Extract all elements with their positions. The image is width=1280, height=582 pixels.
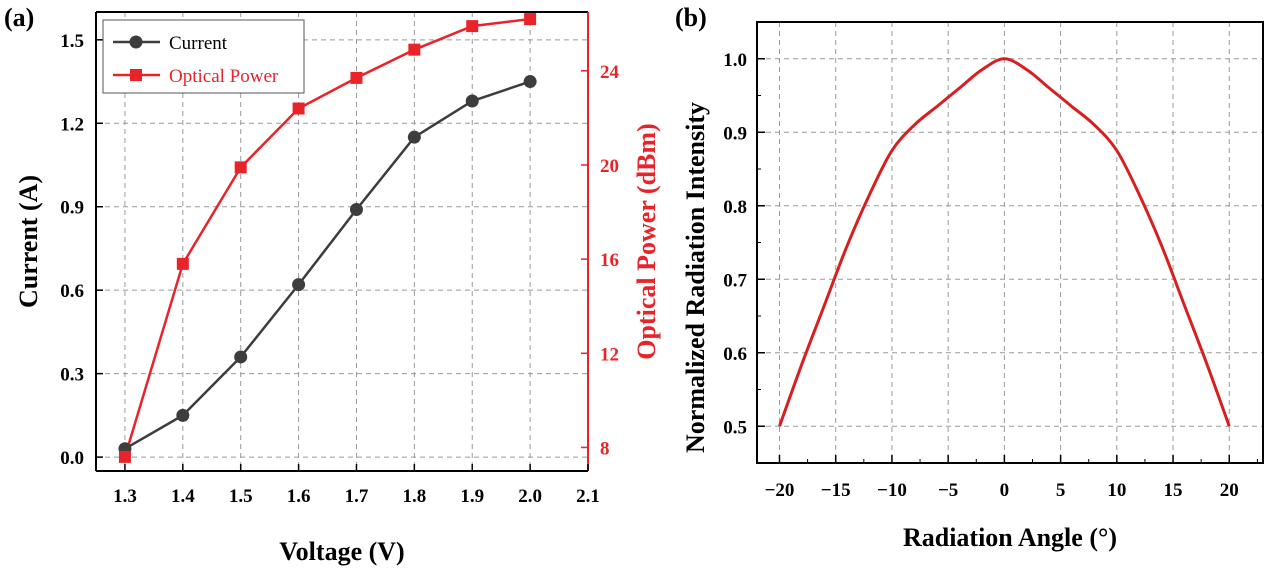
data-point-optical-power <box>350 71 363 84</box>
x-tick-label: 1.9 <box>460 486 484 507</box>
legend-marker-optical-power <box>130 69 142 81</box>
x-tick-label: 1.6 <box>287 486 311 507</box>
y-tick-label: 0.8 <box>723 197 747 218</box>
x-tick-label: 1.7 <box>345 486 369 507</box>
data-point-current <box>465 94 479 108</box>
series-line-radiation-intensity <box>778 57 1231 427</box>
y-tick-label: 0.3 <box>60 365 84 386</box>
y2-tick-label: 16 <box>600 250 619 271</box>
y-axis-title: Normalized Radiation Intensity <box>681 102 710 453</box>
data-point-current <box>407 130 421 144</box>
x-tick-label: 1.8 <box>402 486 426 507</box>
x-tick-label: 2.1 <box>576 486 600 507</box>
data-point-optical-power <box>234 161 247 174</box>
x-axis-title: Voltage (V) <box>279 537 404 566</box>
x-tick-label: 0 <box>1000 480 1010 501</box>
y-tick-label: 1.5 <box>60 31 84 52</box>
x-tick-label: 10 <box>1107 480 1126 501</box>
y2-tick-label: 20 <box>600 156 619 177</box>
y-tick-label: 0.6 <box>723 344 747 365</box>
data-point-optical-power <box>176 257 189 270</box>
x-tick-label: 5 <box>1056 480 1066 501</box>
y2-tick-label: 24 <box>600 62 620 83</box>
data-point-current <box>234 350 248 364</box>
x-axis-title: Radiation Angle (°) <box>903 523 1117 552</box>
y-tick-label: 0.0 <box>60 448 84 469</box>
y-tick-label: 1.2 <box>60 114 84 135</box>
y-tick-label: 0.6 <box>60 281 84 302</box>
legend-label-optical-power: Optical Power <box>169 66 279 87</box>
panel-label-a: (a) <box>4 3 34 32</box>
data-point-optical-power <box>408 43 421 56</box>
data-point-optical-power <box>292 102 305 115</box>
y-tick-label: 0.5 <box>723 417 747 438</box>
data-point-optical-power <box>118 450 131 463</box>
y2-tick-label: 8 <box>600 438 610 459</box>
y-axis-title: Current (A) <box>14 175 43 308</box>
x-tick-label: 1.3 <box>113 486 137 507</box>
series-line-optical-power <box>123 17 531 458</box>
panel-label-b: (b) <box>675 3 707 32</box>
x-tick-label: 15 <box>1164 480 1183 501</box>
x-tick-label: 20 <box>1220 480 1239 501</box>
y2-tick-label: 12 <box>600 344 619 365</box>
x-tick-label: 1.5 <box>229 486 253 507</box>
plot-frame-b <box>756 21 1264 464</box>
x-tick-label: 1.4 <box>171 486 195 507</box>
y-tick-label: 0.9 <box>60 198 84 219</box>
legend-label-current: Current <box>169 33 228 54</box>
data-point-optical-power <box>466 20 479 33</box>
legend-marker-current <box>129 35 143 49</box>
x-tick-label: −20 <box>765 480 795 501</box>
x-tick-label: −10 <box>877 480 907 501</box>
y-tick-label: 1.0 <box>723 50 747 71</box>
series-line-current <box>124 80 531 450</box>
x-tick-label: 2.0 <box>518 486 542 507</box>
x-tick-label: −5 <box>938 480 958 501</box>
x-tick-label: −15 <box>821 480 851 501</box>
y-tick-label: 0.7 <box>723 270 747 291</box>
data-point-current <box>292 278 306 292</box>
data-point-current <box>176 408 190 422</box>
data-point-optical-power <box>524 13 537 26</box>
data-point-current <box>523 75 537 89</box>
y2-axis-title: Optical Power (dBm) <box>632 123 661 359</box>
data-point-current <box>349 203 363 217</box>
y-tick-label: 0.9 <box>723 123 747 144</box>
